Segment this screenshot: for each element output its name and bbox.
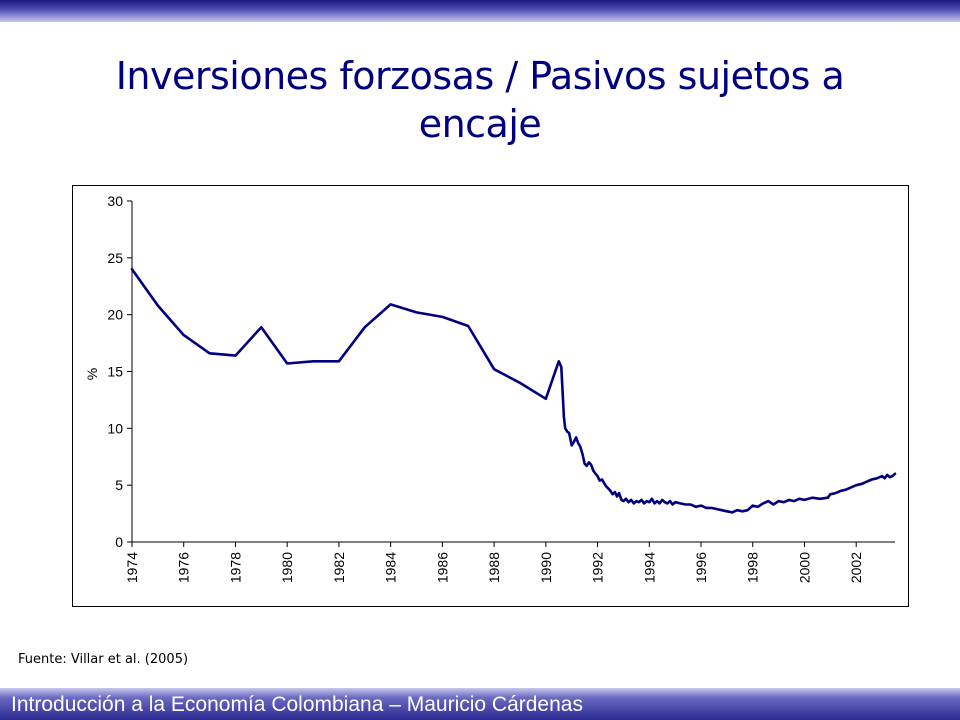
x-tick-label: 1988 <box>486 552 502 583</box>
x-tick-label: 1982 <box>331 552 347 583</box>
x-tick-label: 2002 <box>848 552 864 583</box>
x-tick-label: 1978 <box>227 552 243 583</box>
line-chart: 0 5 10 15 20 25 30 1974 1976 1978 1980 1982 1984 198… <box>84 193 897 583</box>
x-tick-label: 1992 <box>590 552 606 583</box>
y-tick-label: 15 <box>107 364 123 380</box>
y-tick-label: 10 <box>107 420 123 436</box>
source-note: Fuente: Villar et al. (2005) <box>18 652 189 667</box>
y-tick-label: 20 <box>107 307 123 323</box>
x-tick-label: 2000 <box>796 552 812 583</box>
y-axis-label: % <box>84 368 100 380</box>
x-tick-label: 1976 <box>176 552 192 583</box>
x-tick-label: 1984 <box>383 552 399 583</box>
y-tick-label: 25 <box>107 250 123 266</box>
x-tick-label: 1990 <box>538 552 554 583</box>
y-tick-label: 5 <box>115 477 123 493</box>
x-tick-label: 1986 <box>434 552 450 583</box>
top-gradient-bar <box>0 0 960 22</box>
slide-title: Inversiones forzosas / Pasivos sujetos a… <box>115 54 845 146</box>
y-tick-group: 0 5 10 15 20 25 30 <box>107 193 132 550</box>
series-line <box>130 267 897 514</box>
footer-bar: Introducción a la Economía Colombiana – … <box>0 688 960 720</box>
x-tick-label: 1980 <box>279 552 295 583</box>
y-tick-label: 30 <box>107 193 123 209</box>
x-tick-label: 1974 <box>124 552 140 583</box>
footer-text: Introducción a la Economía Colombiana – … <box>11 693 583 716</box>
x-tick-label: 1994 <box>641 552 657 583</box>
x-tick-group: 1974 1976 1978 1980 1982 1984 1986 1988 1990 1992… <box>124 542 864 583</box>
x-tick-label: 1998 <box>745 552 761 583</box>
x-tick-label: 1996 <box>693 552 709 583</box>
chart-frame: 0 5 10 15 20 25 30 1974 1976 1978 1980 1982 1984 198… <box>72 185 909 607</box>
y-tick-label: 0 <box>115 534 123 550</box>
